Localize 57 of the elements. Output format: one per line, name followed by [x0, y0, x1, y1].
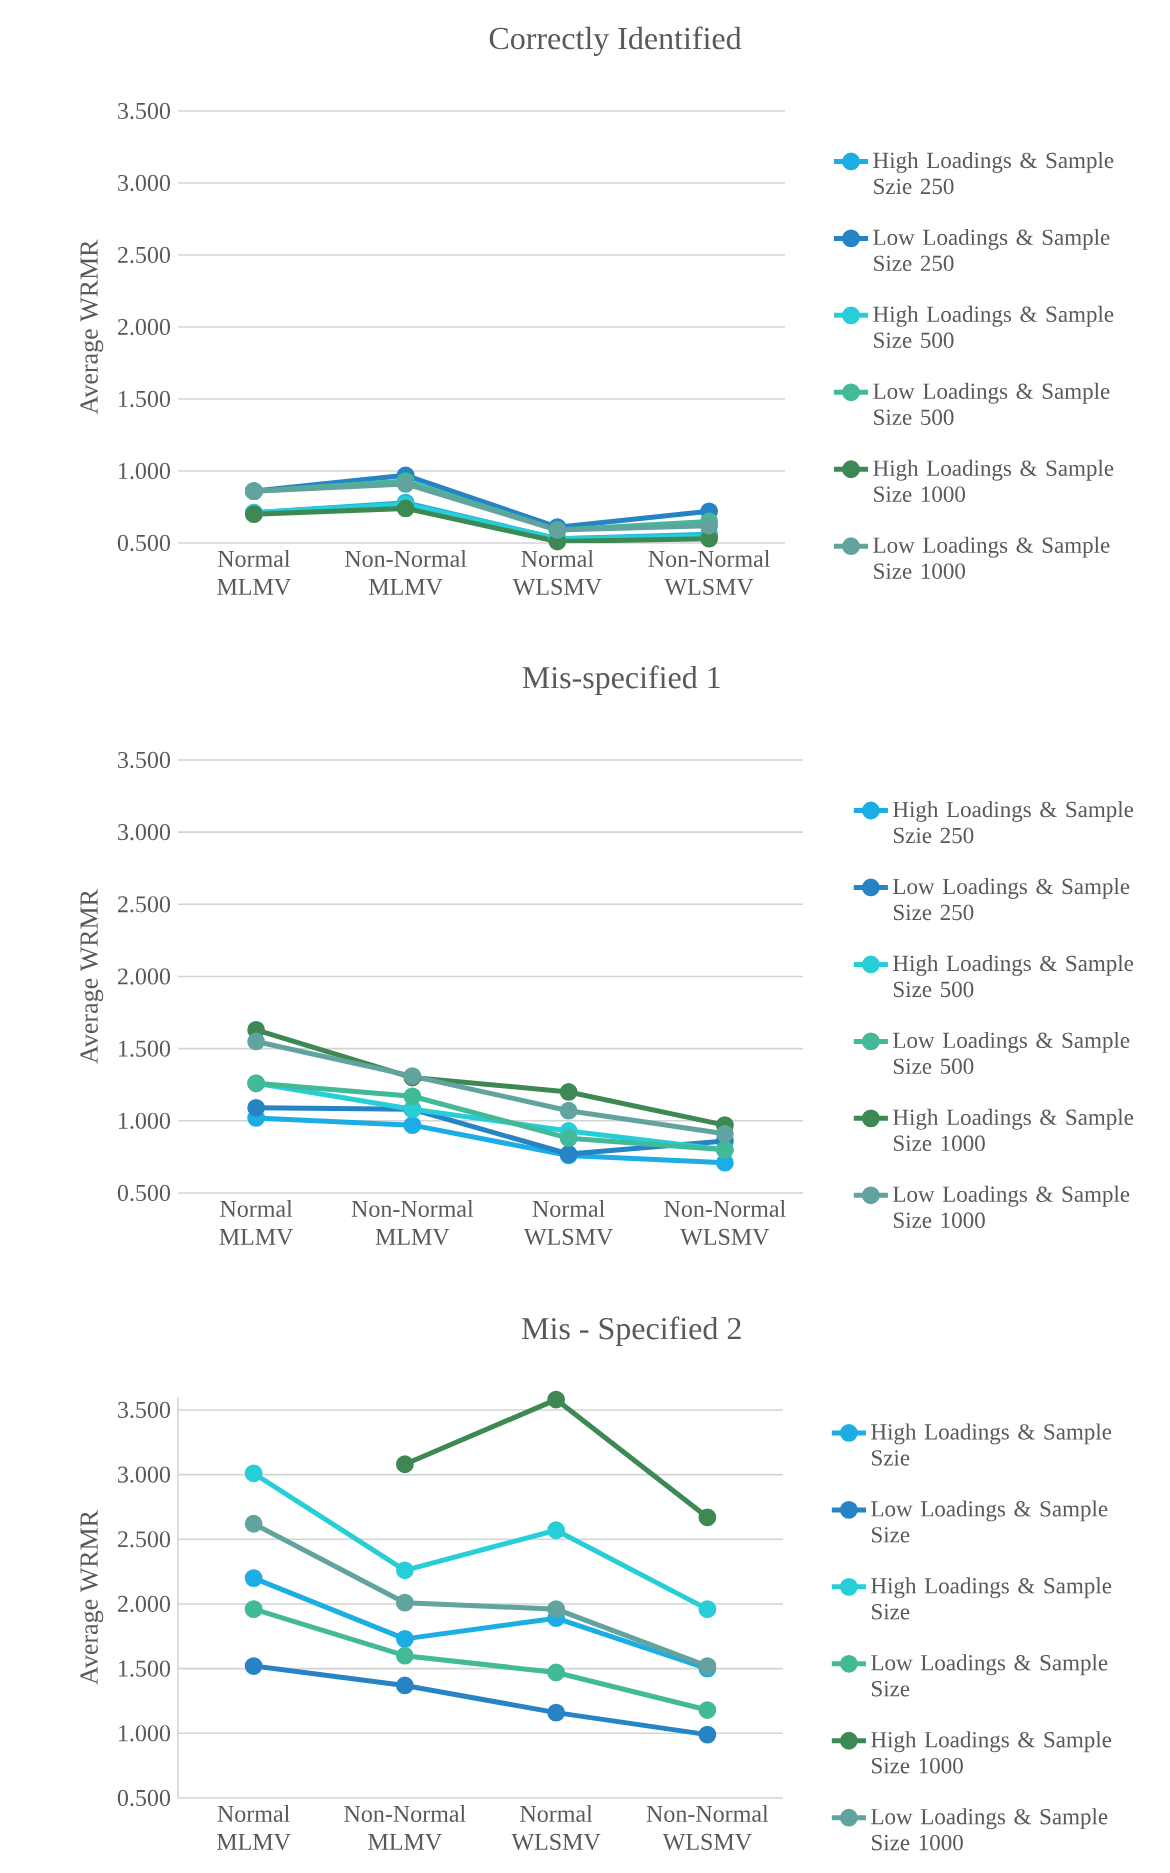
y-tick-label: 2.500 [118, 246, 171, 264]
y-tick-label: 3.500 [118, 751, 171, 769]
legend-label: Low Loadings & Sample Size 1000 [871, 1808, 1108, 1851]
y-tick-label: 1.500 [119, 390, 171, 408]
x-tick-label: Non-Normal WLSMV [646, 1805, 769, 1851]
legend-label: Low Loadings & Sample Size 250 [873, 228, 1110, 272]
y-axis-title: Average WRMR [80, 1510, 104, 1685]
y-tick-label: 3.500 [118, 1401, 171, 1419]
legend-label: Low Loadings & Sample Size 1000 [873, 536, 1110, 579]
y-tick-label: 0.500 [117, 1789, 171, 1807]
y-tick-label: 1.000 [119, 462, 171, 480]
y-tick-label: 1.500 [119, 1660, 171, 1677]
legend-label: High Loadings & Sample Size 500 [893, 954, 1134, 998]
chart-title: Correctly Identified [489, 26, 742, 56]
legend-label: Low Loadings & Sample Size 500 [893, 1031, 1130, 1075]
y-tick-label: 0.500 [117, 534, 171, 552]
chart-title: Mis - Specified 2 [522, 1316, 741, 1346]
x-tick-label: Non-Normal MLMV [344, 1805, 466, 1851]
legend-label: High Loadings & Sample Size 500 [873, 305, 1114, 349]
x-tick-label: Non-Normal WLSMV [664, 1200, 786, 1246]
x-tick-label: Normal MLMV [219, 1200, 294, 1246]
legend-label: Low Loadings & Sample Size 250 [893, 877, 1130, 921]
x-tick-label: Non-Normal MLMV [351, 1200, 474, 1246]
y-tick-label: 3.000 [118, 174, 171, 192]
legend-label: Low Loadings & Sample Size [871, 1500, 1108, 1543]
legend-label: Low Loadings & Sample Size 1000 [893, 1185, 1130, 1228]
y-axis-title: Average WRMR [80, 889, 104, 1064]
x-tick-label: Non-Normal WLSMV [648, 550, 770, 596]
legend-label: Low Loadings & Sample Size [871, 1654, 1108, 1697]
y-tick-label: 1.000 [119, 1112, 171, 1129]
x-tick-label: Normal WLSMV [512, 550, 602, 596]
x-tick-label: Normal WLSMV [523, 1200, 614, 1246]
legend-label: High Loadings & Sample Size 1000 [871, 1731, 1112, 1774]
y-tick-label: 1.500 [119, 1040, 171, 1057]
x-tick-label: Normal MLMV [217, 550, 291, 596]
x-tick-label: Non-Normal MLMV [344, 550, 467, 596]
legend-label: High Loadings & Sample Size 1000 [893, 1108, 1134, 1152]
y-tick-label: 3.000 [118, 824, 171, 841]
y-tick-label: 2.000 [118, 968, 171, 985]
y-tick-label: 2.000 [118, 1595, 171, 1613]
legend-label: High Loadings & Sample Szie [871, 1423, 1112, 1466]
y-tick-label: 2.500 [118, 1531, 171, 1548]
y-tick-label: 0.500 [117, 1184, 171, 1202]
y-axis-title: Average WRMR [80, 239, 104, 415]
x-tick-label: Normal MLMV [216, 1805, 291, 1851]
legend-label: High Loadings & Sample Szie 250 [873, 151, 1114, 195]
legend-label: High Loadings & Sample Szie 250 [893, 801, 1134, 844]
y-tick-label: 3.000 [118, 1466, 171, 1483]
legend-label: High Loadings & Sample Size [871, 1577, 1112, 1620]
legend-label: Low Loadings & Sample Size 500 [873, 382, 1110, 426]
y-tick-label: 2.500 [118, 896, 171, 913]
chart-title: Mis-specified 1 [522, 665, 720, 695]
y-tick-label: 3.500 [118, 102, 171, 120]
y-tick-label: 2.000 [118, 318, 171, 336]
legend-label: High Loadings & Sample Size 1000 [873, 459, 1114, 502]
y-tick-label: 1.000 [119, 1725, 171, 1742]
x-tick-label: Normal WLSMV [511, 1805, 601, 1851]
